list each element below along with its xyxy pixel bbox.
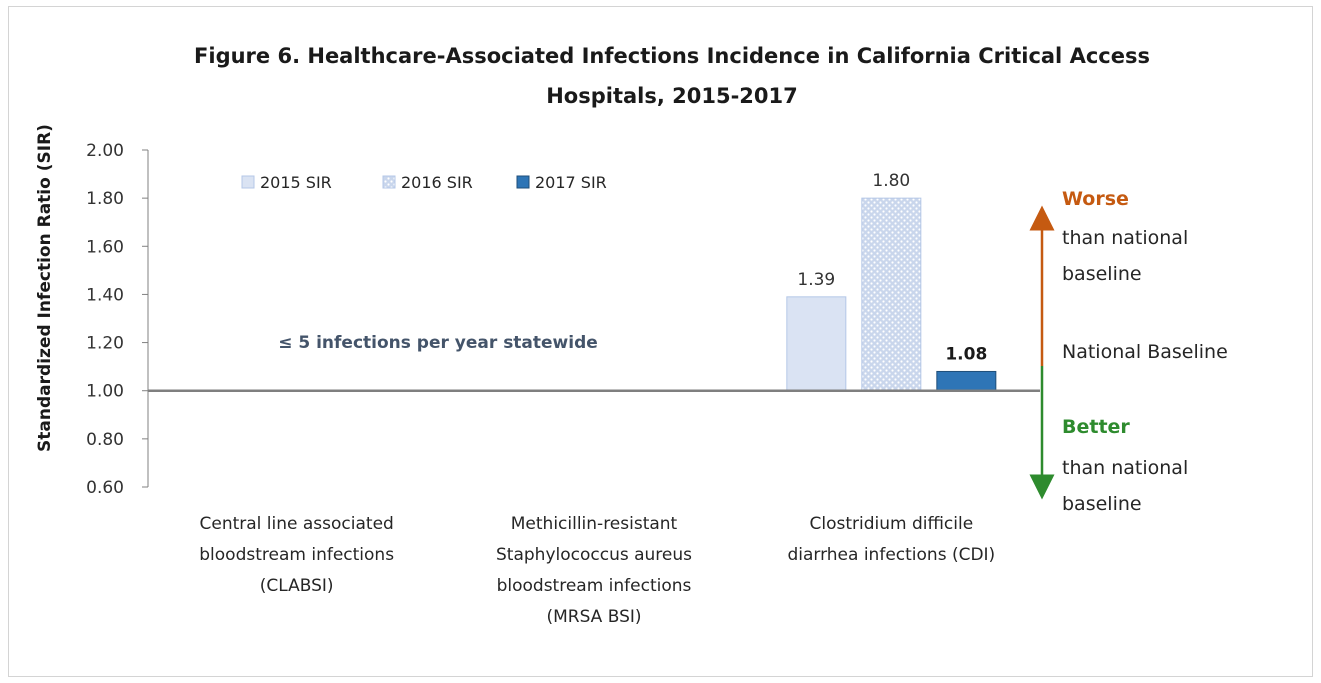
y-tick-label: 0.60 [86,478,124,498]
y-tick-label: 0.80 [86,430,124,450]
chart-title-line-1: Figure 6. Healthcare-Associated Infectio… [194,44,1150,68]
legend-swatch [241,175,255,189]
data-label: 1.80 [872,171,910,191]
legend: 2015 SIR 2016 SIR 2017 SIR [241,173,607,192]
better-description-line-1: than national [1062,457,1188,479]
data-label: 1.08 [945,344,987,364]
legend-label: 2017 SIR [535,173,607,192]
bar-2016-sir [861,197,922,392]
y-axis: 2.00 1.80 1.60 1.40 1.20 1.00 0.80 0.60 [86,141,149,498]
worse-description-line-2: baseline [1062,263,1142,285]
bar-2017-sir [936,370,997,392]
y-tick-label: 1.80 [86,189,124,209]
x-category-label: Clostridium difficile [809,514,973,534]
low-count-annotation: ≤ 5 infections per year statewide [278,333,598,353]
y-tick-label: 1.20 [86,334,124,354]
national-baseline-label: National Baseline [1062,341,1228,363]
y-tick-label: 1.00 [86,382,124,402]
chart-title-line-2: Hospitals, 2015-2017 [546,84,798,108]
bar-2015-sir [786,296,847,392]
worse-label: Worse [1062,188,1129,210]
legend-swatch [516,175,530,189]
data-label: 1.39 [797,270,835,290]
legend-label: 2015 SIR [260,173,332,192]
worse-description-line-1: than national [1062,227,1188,249]
x-category-label: Staphylococcus aureus [496,545,692,565]
x-category-label: (MRSA BSI) [546,607,641,627]
y-tick-label: 2.00 [86,141,124,161]
y-tick-label: 1.40 [86,285,124,305]
x-category-label: diarrhea infections (CDI) [787,545,995,565]
better-label: Better [1062,416,1130,438]
x-category-label: Central line associated [200,514,394,534]
x-category-label: bloodstream infections [199,545,394,565]
bar-series: 1.39 1.80 1.08 [786,171,997,392]
chart-border [8,6,1313,677]
legend-label: 2016 SIR [401,173,473,192]
x-category-label: Methicillin-resistant [511,514,678,534]
baseline-direction-key: Worse than national baseline National Ba… [1029,188,1228,515]
y-axis-label: Standardized Infection Ratio (SIR) [35,124,55,452]
legend-swatch [382,175,396,189]
x-axis-categories: Central line associated bloodstream infec… [199,514,995,627]
y-tick-label: 1.60 [86,237,124,257]
better-description-line-2: baseline [1062,493,1142,515]
x-category-label: (CLABSI) [260,576,334,596]
x-category-label: bloodstream infections [497,576,692,596]
